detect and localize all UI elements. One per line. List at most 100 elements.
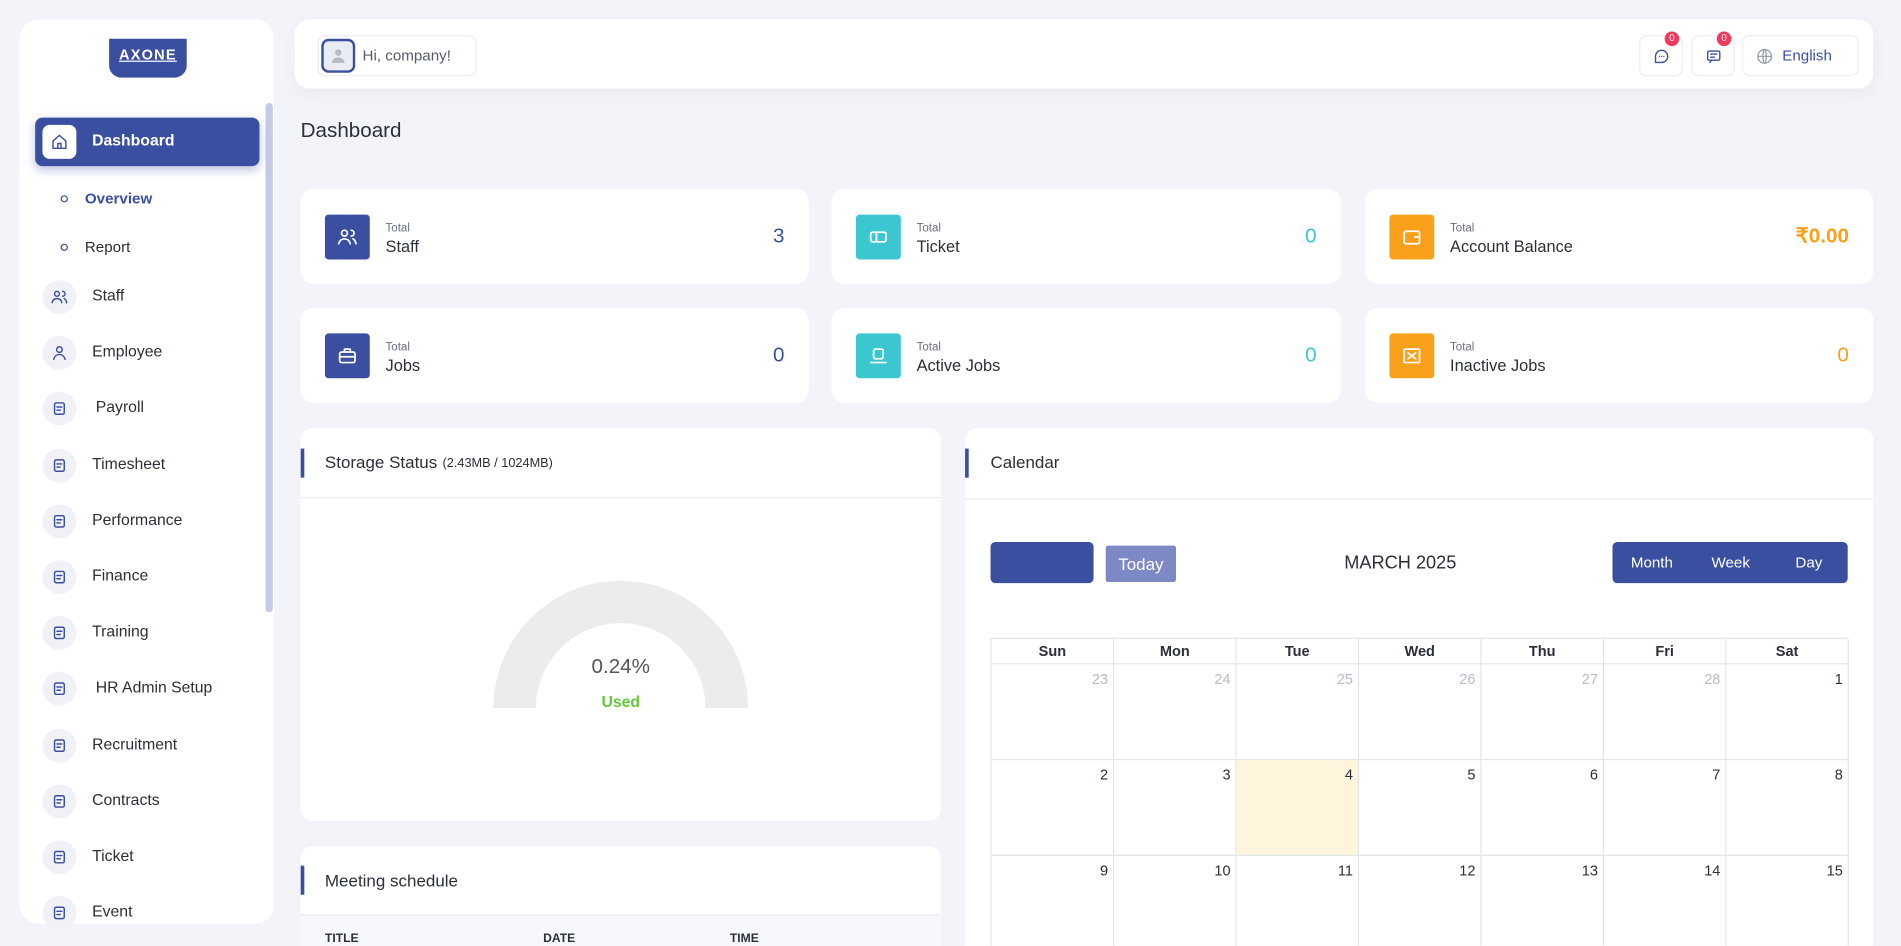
weekday: Fri	[1604, 638, 1727, 665]
day-cell[interactable]: 26	[1359, 664, 1482, 761]
menu-label: Training	[92, 622, 149, 641]
view-button[interactable]: Week	[1711, 554, 1750, 572]
day-cell[interactable]: 25	[1236, 664, 1360, 761]
icon: M9 6l6 6-6 6	[232, 625, 249, 642]
menu-item[interactable]: HR Admin Setup M9 6l6 6-6 6	[35, 665, 259, 713]
menu-icon	[42, 840, 77, 875]
avatar	[321, 38, 356, 73]
stat-value: 0	[1305, 224, 1317, 248]
menu-icon	[42, 392, 77, 427]
day-number: 27	[1581, 670, 1598, 688]
menu-chevron: M6 9l6 6 6-6	[232, 133, 249, 150]
icon: M9 6l6 6-6 6	[232, 569, 249, 586]
icon: M6 9l6 6 6-6	[458, 52, 471, 65]
stat-value: ₹0.00	[1795, 224, 1849, 248]
menu-chevron: M9 6l6 6-6 6	[232, 681, 249, 698]
day-cell[interactable]: 27	[1481, 664, 1605, 761]
stat-label: Active Jobs	[916, 356, 1001, 375]
header-icon-button[interactable]: 0	[1691, 31, 1735, 77]
menu-item[interactable]: Training M9 6l6 6-6 6	[35, 609, 259, 657]
accent	[965, 448, 969, 478]
menu-chevron: M9 6l6 6-6 6	[232, 289, 249, 306]
next-button[interactable]: M9 6l6 6-6 6	[1058, 554, 1075, 571]
menu-item[interactable]: Payroll M9 6l6 6-6 6	[35, 385, 259, 433]
day-cell[interactable]: 5	[1359, 760, 1482, 856]
day-number: 13	[1581, 862, 1598, 879]
day-cell[interactable]: 6	[1481, 760, 1605, 856]
submenu-item[interactable]: Overview	[56, 184, 260, 216]
view-button[interactable]: Month	[1630, 554, 1673, 572]
page-title: Dashboard	[300, 118, 402, 142]
day-cell[interactable]: 2	[991, 760, 1115, 856]
meeting-title: Meeting schedule	[324, 870, 458, 890]
gauge-status: Used	[601, 692, 641, 711]
menu-item[interactable]: Timesheet M9 6l6 6-6 6	[35, 441, 259, 489]
menu-item[interactable]: Finance M9 6l6 6-6 6	[35, 553, 259, 601]
today-button[interactable]: Today	[1105, 545, 1177, 582]
day-cell[interactable]: 28	[1604, 664, 1727, 761]
day-cell[interactable]: 12	[1359, 855, 1482, 946]
day-cell[interactable]: 4	[1236, 760, 1360, 856]
icon: M15 6l-6 6 6 6	[1005, 554, 1022, 571]
icon	[53, 626, 65, 640]
menu-item[interactable]: Staff M9 6l6 6-6 6	[35, 273, 259, 321]
icon	[52, 134, 67, 150]
menu-item[interactable]: Dashboard M6 9l6 6 6-6	[35, 117, 260, 167]
table-header	[300, 914, 941, 946]
calendar-card: Calendar M15 6l-6 6 6 6 M9 6l6 6-6 6 Today M…	[965, 427, 1874, 946]
menu-icon	[42, 728, 77, 763]
language-menu[interactable]: English M6 9l6 6 6-6	[1742, 35, 1859, 77]
submenu-item[interactable]: Report M9 6l6 6-6 6	[56, 233, 260, 265]
month-title: MARCH 2025	[1344, 552, 1457, 574]
menu-label: Staff	[92, 286, 125, 305]
divider	[965, 498, 1874, 500]
day-cell[interactable]: 15	[1726, 855, 1849, 946]
calendar-title: Calendar	[990, 452, 1060, 472]
menu-item[interactable]: Employee	[35, 329, 259, 377]
submenu-label: Report	[84, 238, 131, 256]
day-cell[interactable]: 9	[992, 855, 1115, 946]
header-icon-button[interactable]: 0	[1639, 31, 1683, 77]
menu-item[interactable]: Contracts	[35, 777, 259, 825]
menu-label: Contracts	[92, 790, 160, 809]
day-cell[interactable]: 11	[1237, 855, 1360, 946]
icon	[869, 231, 887, 243]
header-icon	[1653, 47, 1671, 65]
menu-chevron: M9 6l6 6-6 6	[232, 569, 249, 586]
gauge-percent: 0.24%	[591, 654, 650, 678]
stat-value: 3	[772, 224, 785, 248]
menu-label: Timesheet	[92, 454, 166, 473]
menu-item[interactable]: Performance M9 6l6 6-6 6	[35, 497, 259, 545]
day-cell[interactable]: 10	[1114, 855, 1237, 946]
view-group: Month Week Day	[1612, 541, 1848, 584]
day-cell[interactable]: 23	[991, 664, 1115, 761]
day-cell[interactable]: 14	[1604, 855, 1727, 946]
day-number: 11	[1337, 862, 1354, 879]
icon: M9 6l6 6-6 6	[232, 513, 249, 530]
menu-label: Payroll	[95, 398, 144, 417]
day-number: 26	[1459, 670, 1476, 688]
day-cell[interactable]: 1	[1726, 664, 1849, 761]
menu-label: Finance	[92, 566, 149, 585]
user-menu[interactable]: Hi, company! M6 9l6 6 6-6	[317, 35, 477, 77]
stat-card: Total Jobs 0	[300, 307, 809, 403]
day-number: 6	[1589, 766, 1598, 784]
gauge	[492, 580, 749, 711]
day-cell[interactable]: 3	[1114, 760, 1237, 856]
day-number: 4	[1344, 766, 1354, 784]
day-cell[interactable]: 8	[1726, 760, 1849, 856]
menu-item[interactable]: Ticket	[35, 833, 259, 881]
weekday: Mon	[1114, 638, 1237, 665]
menu-item[interactable]: Recruitment M9 6l6 6-6 6	[35, 721, 259, 769]
menu-label: Event	[92, 902, 133, 921]
day-cell[interactable]: 7	[1604, 760, 1727, 856]
logo: AXONE	[109, 38, 187, 78]
user-chevron: M6 9l6 6 6-6	[458, 50, 471, 63]
menu-item[interactable]: Event	[35, 889, 259, 937]
icon	[1403, 230, 1421, 245]
view-button[interactable]: Day	[1795, 554, 1823, 572]
icon: M9 6l6 6-6 6	[232, 737, 249, 754]
day-cell[interactable]: 24	[1114, 664, 1237, 761]
day-cell[interactable]: 13	[1482, 855, 1605, 946]
prev-button[interactable]: M15 6l-6 6 6 6	[1005, 554, 1022, 571]
